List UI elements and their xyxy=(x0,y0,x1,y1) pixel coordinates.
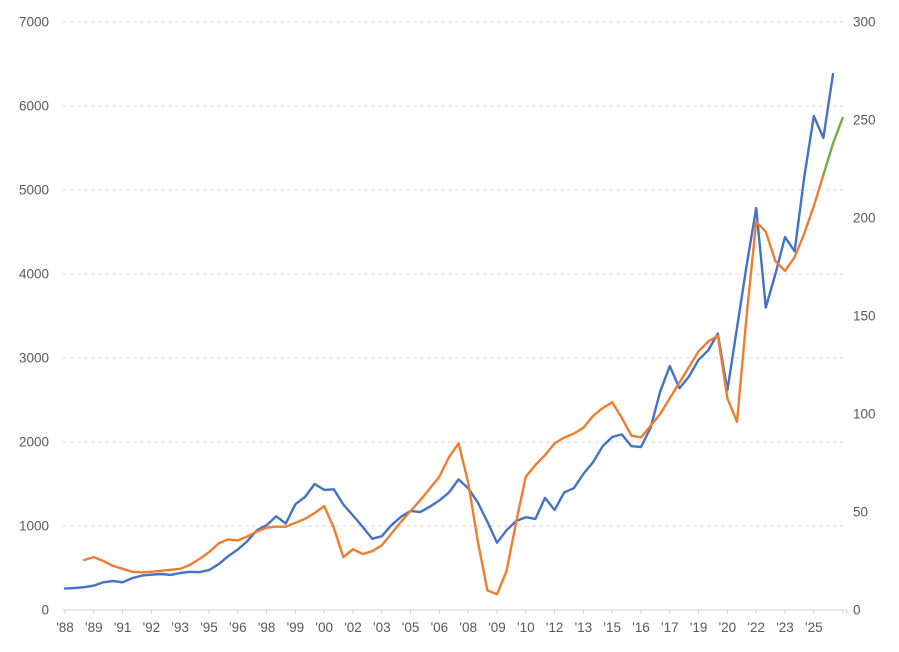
x-axis-label: '02 xyxy=(344,620,362,635)
y-axis-right-label: 100 xyxy=(853,407,876,422)
x-axis-label: '93 xyxy=(171,620,189,635)
y-axis-right-label: 300 xyxy=(853,15,876,30)
x-axis-label: '91 xyxy=(114,620,132,635)
x-axis-label: '06 xyxy=(431,620,449,635)
x-axis-label: '98 xyxy=(258,620,276,635)
x-axis-label: '08 xyxy=(459,620,477,635)
x-axis-label: '96 xyxy=(229,620,247,635)
y-axis-right-label: 0 xyxy=(853,603,861,618)
x-axis-label: '17 xyxy=(661,620,679,635)
series-green-series-line xyxy=(822,116,844,177)
y-axis-right-label: 50 xyxy=(853,505,868,520)
x-axis-label: '95 xyxy=(200,620,218,635)
x-axis-label: '88 xyxy=(56,620,74,635)
x-axis-label: '99 xyxy=(287,620,305,635)
x-axis-label: '00 xyxy=(315,620,333,635)
y-axis-left-label: 4000 xyxy=(19,267,49,282)
y-axis-left-label: 7000 xyxy=(19,15,49,30)
x-axis-label: '15 xyxy=(603,620,621,635)
plot-lines xyxy=(63,72,844,596)
y-axis-right-label: 150 xyxy=(853,309,876,324)
x-axis-label: '05 xyxy=(402,620,420,635)
y-axis-right-label: 200 xyxy=(853,211,876,226)
x-axis-label: '20 xyxy=(719,620,737,635)
x-axis-label: '22 xyxy=(747,620,765,635)
x-axis-label: '92 xyxy=(143,620,161,635)
x-axis-label: '09 xyxy=(488,620,506,635)
y-axis-right-label: 250 xyxy=(853,113,876,128)
x-axis-labels: '88 '89 '91 '92 '93 '95 '96 '98 '99 '00 '02 '03 '05 '… xyxy=(56,620,822,635)
x-axis xyxy=(63,609,848,614)
y-axis-left-label: 5000 xyxy=(19,183,49,198)
x-axis-label: '13 xyxy=(575,620,593,635)
y-axis-left-label: 3000 xyxy=(19,351,49,366)
y-axis-right-labels: 0 50 100 150 200 250 300 xyxy=(853,15,876,618)
series-orange-series-line xyxy=(82,173,825,596)
gridlines xyxy=(63,21,843,527)
y-axis-left-label: 2000 xyxy=(19,435,49,450)
x-axis-label: '25 xyxy=(805,620,823,635)
y-axis-left-label: 6000 xyxy=(19,99,49,114)
x-axis-label: '03 xyxy=(373,620,391,635)
x-axis-label: '12 xyxy=(546,620,564,635)
x-axis-label: '89 xyxy=(85,620,103,635)
y-axis-left-label: 1000 xyxy=(19,519,49,534)
y-axis-left-labels: 0 1000 2000 3000 4000 5000 6000 7000 xyxy=(19,15,49,618)
y-axis-left-label: 0 xyxy=(41,603,49,618)
x-axis-label: '19 xyxy=(690,620,708,635)
x-axis-label: '10 xyxy=(517,620,535,635)
x-axis-label: '23 xyxy=(776,620,794,635)
x-axis-label: '16 xyxy=(632,620,650,635)
series-blue-series-line xyxy=(63,72,835,590)
